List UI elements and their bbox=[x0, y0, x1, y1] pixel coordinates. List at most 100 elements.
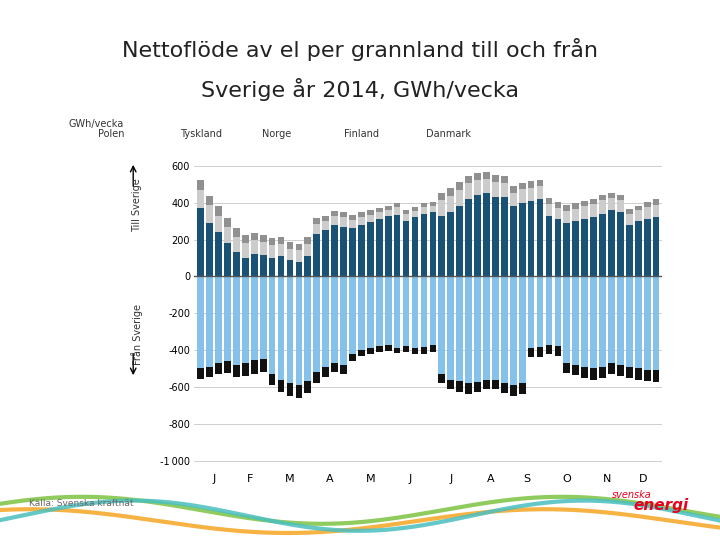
Bar bbox=[438, 215, 445, 276]
Bar bbox=[456, 190, 463, 206]
Bar bbox=[233, 252, 240, 276]
Bar bbox=[233, 276, 240, 365]
Bar bbox=[305, 381, 311, 393]
Bar bbox=[564, 276, 570, 363]
Bar bbox=[313, 218, 320, 224]
Bar bbox=[233, 237, 240, 252]
Bar bbox=[644, 370, 651, 381]
Bar bbox=[483, 193, 490, 276]
Bar bbox=[510, 193, 516, 206]
Bar bbox=[608, 198, 615, 210]
Bar bbox=[376, 208, 382, 212]
Bar bbox=[420, 347, 427, 354]
Bar bbox=[447, 380, 454, 389]
Bar bbox=[554, 202, 562, 208]
Bar bbox=[278, 380, 284, 392]
Bar bbox=[653, 370, 660, 382]
Bar bbox=[465, 199, 472, 276]
Bar bbox=[260, 234, 266, 242]
Bar bbox=[635, 276, 642, 368]
FancyBboxPatch shape bbox=[82, 129, 94, 139]
Bar bbox=[438, 200, 445, 215]
Bar bbox=[215, 215, 222, 232]
Bar bbox=[269, 276, 276, 374]
Bar bbox=[412, 218, 418, 276]
Bar bbox=[447, 195, 454, 212]
Bar bbox=[581, 367, 588, 377]
Bar bbox=[564, 223, 570, 276]
Text: Finland: Finland bbox=[344, 129, 379, 139]
Bar bbox=[528, 188, 534, 201]
Bar bbox=[608, 193, 615, 198]
Bar bbox=[617, 276, 624, 365]
Bar bbox=[420, 207, 427, 214]
Bar bbox=[492, 276, 499, 380]
Bar bbox=[519, 183, 526, 190]
Bar bbox=[295, 244, 302, 250]
Bar bbox=[323, 230, 329, 276]
Bar bbox=[402, 214, 410, 221]
Bar bbox=[483, 276, 490, 380]
Bar bbox=[474, 180, 481, 195]
Bar bbox=[653, 276, 660, 370]
Bar bbox=[305, 244, 311, 256]
Bar bbox=[251, 240, 258, 254]
Bar bbox=[269, 374, 276, 386]
Bar bbox=[420, 214, 427, 276]
Bar bbox=[295, 385, 302, 398]
Bar bbox=[519, 276, 526, 383]
Bar bbox=[447, 188, 454, 195]
Text: Norge: Norge bbox=[262, 129, 292, 139]
Bar bbox=[430, 206, 436, 212]
Bar bbox=[546, 198, 552, 204]
Bar bbox=[528, 201, 534, 276]
Bar bbox=[341, 365, 347, 374]
Bar bbox=[376, 212, 382, 219]
Bar bbox=[581, 206, 588, 219]
Bar bbox=[554, 276, 562, 346]
Bar bbox=[617, 195, 624, 200]
FancyBboxPatch shape bbox=[328, 129, 340, 139]
Bar bbox=[590, 276, 597, 368]
Bar bbox=[599, 200, 606, 214]
Bar bbox=[197, 276, 204, 368]
Bar bbox=[581, 201, 588, 206]
Bar bbox=[528, 181, 534, 188]
Bar bbox=[492, 183, 499, 197]
Bar bbox=[385, 217, 392, 276]
Bar bbox=[653, 199, 660, 205]
Text: Tyskland: Tyskland bbox=[181, 129, 222, 139]
Bar bbox=[358, 225, 365, 276]
Bar bbox=[510, 186, 516, 193]
Bar bbox=[599, 214, 606, 276]
Bar bbox=[412, 276, 418, 348]
Bar bbox=[341, 227, 347, 276]
Bar bbox=[590, 218, 597, 276]
Bar bbox=[483, 172, 490, 179]
Bar bbox=[313, 372, 320, 383]
Bar bbox=[564, 211, 570, 223]
Text: Källa: Svenska kraftnät: Källa: Svenska kraftnät bbox=[29, 498, 133, 508]
Bar bbox=[465, 183, 472, 199]
Bar bbox=[438, 374, 445, 383]
Bar bbox=[501, 383, 508, 393]
Bar bbox=[331, 216, 338, 225]
Bar bbox=[635, 221, 642, 276]
Bar bbox=[519, 383, 526, 394]
Bar bbox=[287, 276, 293, 383]
Bar bbox=[331, 211, 338, 216]
Bar bbox=[635, 368, 642, 380]
Bar bbox=[224, 243, 231, 276]
Bar bbox=[492, 197, 499, 276]
Bar bbox=[474, 195, 481, 276]
Bar bbox=[430, 346, 436, 352]
Bar bbox=[536, 199, 544, 276]
Bar bbox=[358, 217, 365, 225]
Bar bbox=[305, 256, 311, 276]
Bar bbox=[465, 176, 472, 183]
Bar bbox=[456, 276, 463, 381]
Bar bbox=[492, 175, 499, 183]
Bar bbox=[626, 367, 633, 378]
Bar bbox=[358, 350, 365, 356]
Bar bbox=[376, 276, 382, 346]
